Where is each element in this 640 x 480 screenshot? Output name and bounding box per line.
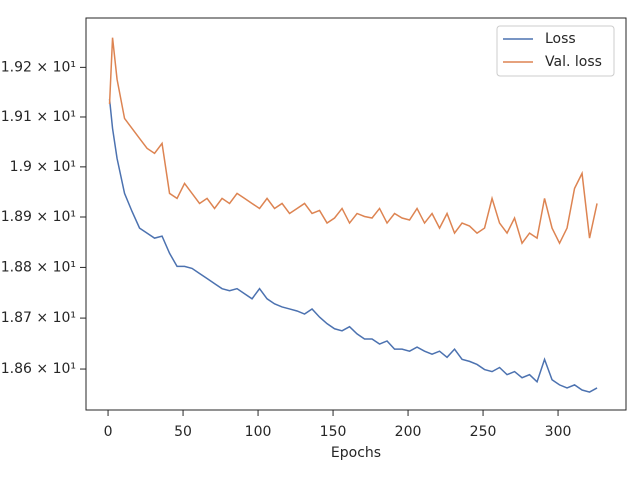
y-tick-label: 1.86 × 10¹ (1, 361, 76, 377)
x-tick-label: 100 (245, 424, 272, 440)
y-tick-label: 1.9 × 10¹ (10, 159, 76, 175)
line-series (108, 99, 598, 393)
line-series (108, 37, 598, 245)
x-tick-label: 300 (545, 424, 572, 440)
y-tick-label: 1.91 × 10¹ (1, 109, 76, 125)
legend-label: Loss (545, 31, 576, 47)
x-tick-label: 200 (395, 424, 422, 440)
y-tick-label: 1.89 × 10¹ (1, 209, 76, 225)
legend-label: Val. loss (545, 54, 602, 70)
x-tick-label: 0 (104, 424, 113, 440)
y-tick-label: 1.88 × 10¹ (1, 259, 76, 275)
x-axis-label: Epochs (331, 445, 381, 461)
x-tick-label: 150 (320, 424, 347, 440)
y-tick-label: 1.87 × 10¹ (1, 310, 76, 326)
y-tick-label: 1.92 × 10¹ (1, 59, 76, 75)
x-tick-label: 50 (174, 424, 192, 440)
x-tick-label: 250 (470, 424, 497, 440)
